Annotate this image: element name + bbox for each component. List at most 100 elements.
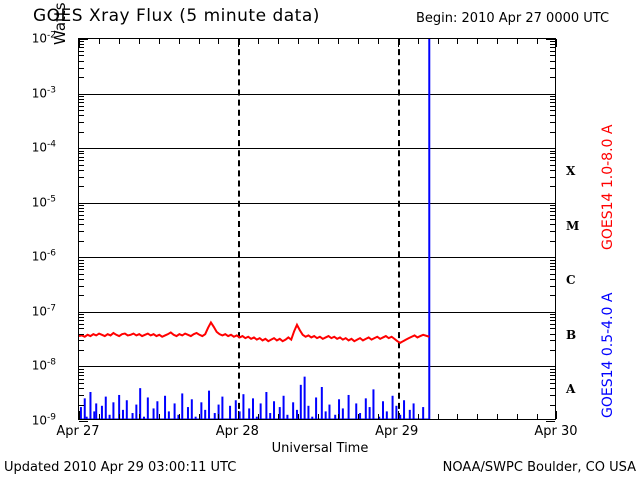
x-axis-minor-tick: [318, 39, 319, 44]
x-axis-minor-tick: [497, 414, 499, 419]
y-axis-minor-tick: [79, 150, 84, 152]
y-axis-minor-tick: [550, 150, 555, 152]
y-axis-minor-tick: [79, 109, 84, 111]
y-axis-minor-tick: [550, 340, 555, 342]
gridline: [79, 311, 555, 313]
flare-class-label-x: X: [566, 164, 576, 179]
y-axis-minor-tick: [550, 378, 555, 380]
x-axis-tick-label: Apr 30: [534, 424, 578, 439]
y-axis-minor-tick: [79, 105, 84, 107]
x-axis-minor-tick: [138, 414, 140, 419]
x-axis-minor-tick: [278, 39, 280, 44]
y-axis-major-tick: [79, 311, 88, 313]
y-axis-major-tick: [546, 257, 555, 259]
y-axis-minor-tick: [550, 60, 555, 62]
y-axis-major-tick: [546, 311, 555, 313]
y-axis-tick-label: 10-4: [31, 139, 56, 155]
x-axis-minor-tick: [537, 414, 539, 419]
y-axis-major-tick: [546, 202, 555, 204]
y-axis-minor-tick: [550, 96, 555, 98]
y-axis-minor-tick: [550, 350, 555, 351]
x-axis-minor-tick: [537, 39, 539, 44]
y-axis-major-tick: [79, 421, 88, 422]
x-axis-minor-tick: [437, 414, 439, 419]
y-axis-minor-tick: [79, 240, 84, 242]
y-axis-minor-tick: [79, 211, 84, 213]
x-axis-minor-tick: [477, 39, 479, 44]
y-axis-minor-tick: [550, 240, 555, 242]
y-axis-minor-tick: [79, 98, 84, 100]
plot-inner: [79, 39, 555, 419]
flare-class-label-m: M: [566, 218, 580, 233]
x-axis-minor-tick: [138, 39, 140, 44]
y-axis-minor-tick: [79, 131, 84, 133]
x-axis-minor-tick: [517, 414, 519, 419]
y-axis-minor-tick: [550, 102, 555, 104]
y-axis-minor-tick: [550, 382, 555, 384]
y-axis-tick-label: 10-8: [31, 357, 56, 373]
x-axis-minor-tick: [178, 39, 180, 44]
y-axis-minor-tick: [550, 259, 555, 261]
y-axis-tick-label: 10-3: [31, 85, 56, 101]
x-axis-minor-tick: [118, 39, 120, 44]
y-axis-minor-tick: [79, 340, 84, 342]
y-axis-minor-tick: [550, 273, 555, 275]
y-axis-tick-label: 10-9: [31, 412, 56, 428]
y-axis-tick-label: 10-6: [31, 248, 56, 264]
y-axis-minor-tick: [79, 328, 84, 330]
y-axis-minor-tick: [79, 219, 84, 221]
footer-source-agency: NOAA/SWPC Boulder, CO USA: [442, 460, 636, 475]
y-axis-minor-tick: [550, 98, 555, 100]
y-axis-major-tick: [79, 148, 88, 150]
y-axis-minor-tick: [550, 205, 555, 207]
y-axis-major-tick: [79, 202, 88, 204]
x-axis-minor-tick: [98, 39, 100, 44]
y-axis-major-tick: [546, 148, 555, 150]
y-axis-minor-tick: [79, 102, 84, 104]
begin-time-label: Begin: 2010 Apr 27 0000 UTC: [416, 11, 610, 26]
y-axis-minor-tick: [550, 77, 555, 79]
y-axis-minor-tick: [79, 231, 84, 233]
y-axis-minor-tick: [550, 55, 555, 57]
x-axis-major-tick: [79, 411, 80, 419]
y-axis-minor-tick: [550, 368, 555, 370]
y-axis-minor-tick: [79, 214, 84, 216]
y-axis-minor-tick: [79, 156, 84, 158]
y-axis-minor-tick: [550, 262, 555, 264]
y-axis-minor-tick: [79, 41, 84, 43]
y-axis-minor-tick: [550, 109, 555, 111]
y-axis-minor-tick: [550, 156, 555, 158]
y-axis-minor-tick: [550, 323, 555, 325]
y-axis-minor-tick: [79, 295, 84, 297]
y-axis-minor-tick: [550, 169, 555, 171]
x-axis-major-tick: [397, 39, 399, 47]
y-axis-minor-tick: [79, 314, 84, 316]
y-axis-major-tick: [546, 366, 555, 368]
x-axis-major-tick: [397, 411, 399, 419]
x-axis-title: Universal Time: [271, 441, 369, 456]
y-axis-minor-tick: [550, 160, 555, 162]
y-axis-minor-tick: [79, 273, 84, 275]
gridline: [79, 366, 555, 368]
y-axis-minor-tick: [550, 67, 555, 69]
gridline: [79, 257, 555, 259]
y-axis-minor-tick: [550, 211, 555, 213]
y-axis-minor-tick: [550, 374, 555, 376]
y-axis-minor-tick: [550, 214, 555, 216]
y-axis-minor-tick: [79, 205, 84, 207]
y-axis-minor-tick: [79, 265, 84, 267]
x-axis-minor-tick: [417, 39, 419, 44]
y-axis-minor-tick: [550, 265, 555, 267]
y-axis-minor-tick: [79, 67, 84, 69]
y-axis-tick-label: 10-7: [31, 303, 56, 319]
y-axis-minor-tick: [79, 259, 84, 261]
y-axis-minor-tick: [550, 285, 555, 287]
legend-short-channel: GOES14 0.5-4.0 A: [600, 292, 616, 418]
x-axis-minor-tick: [178, 414, 180, 419]
y-axis-minor-tick: [79, 317, 84, 319]
x-axis-tick-label: Apr 28: [215, 424, 259, 439]
y-axis-minor-tick: [79, 394, 84, 396]
y-axis-minor-tick: [79, 279, 84, 280]
y-axis-major-tick: [546, 39, 555, 40]
y-axis-minor-tick: [79, 160, 84, 162]
